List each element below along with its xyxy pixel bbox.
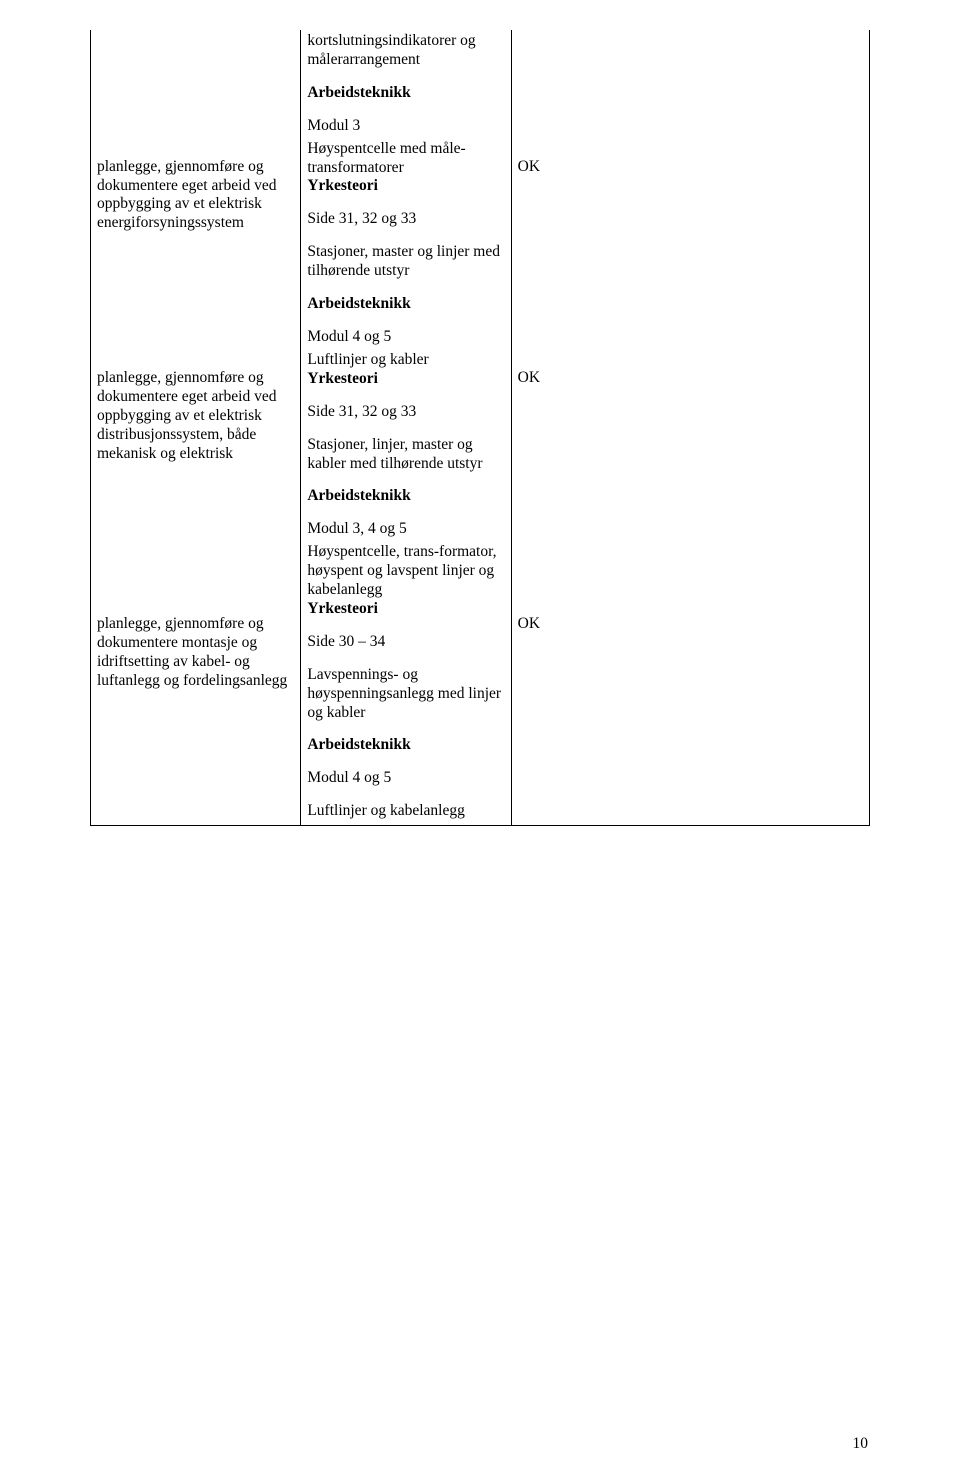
status-text: OK — [518, 615, 863, 634]
cell-col3: OK — [511, 541, 869, 825]
content-table: kortslutningsindikatorer og målerarrange… — [90, 30, 870, 826]
text-block: Side 31, 32 og 33 — [307, 403, 504, 422]
cell-col3: OK — [511, 138, 869, 349]
cell-col1 — [91, 30, 301, 138]
text-block: Høyspentcelle, trans-formator, høyspent … — [307, 543, 504, 600]
text-block-bold: Yrkesteori — [307, 177, 504, 196]
text-block: Stasjoner, linjer, master og kabler med … — [307, 436, 504, 474]
cell-col1: planlegge, gjennomføre og dokumentere eg… — [91, 138, 301, 349]
text-block: Luftlinjer og kabelanlegg — [307, 802, 504, 821]
cell-col2: Høyspentcelle med måle-transformatorer Y… — [301, 138, 511, 349]
cell-col1: planlegge, gjennomføre og dokumentere eg… — [91, 349, 301, 541]
text-block: Side 30 – 34 — [307, 633, 504, 652]
cell-col2: Luftlinjer og kabler Yrkesteori Side 31,… — [301, 349, 511, 541]
text-block: planlegge, gjennomføre og dokumentere eg… — [97, 369, 294, 464]
text-block: Stasjoner, master og linjer med tilhøren… — [307, 243, 504, 281]
table-row: kortslutningsindikatorer og målerarrange… — [91, 30, 870, 138]
table-row: planlegge, gjennomføre og dokumentere eg… — [91, 138, 870, 349]
cell-col2: Høyspentcelle, trans-formator, høyspent … — [301, 541, 511, 825]
cell-col3 — [511, 30, 869, 138]
text-block: Modul 4 og 5 — [307, 328, 504, 347]
page: kortslutningsindikatorer og målerarrange… — [0, 0, 960, 1479]
text-block-bold: Arbeidsteknikk — [307, 736, 504, 755]
status-text: OK — [518, 369, 863, 388]
text-block: planlegge, gjennomføre og dokumentere eg… — [97, 158, 294, 234]
text-block: Luftlinjer og kabler — [307, 351, 504, 370]
text-block: Modul 4 og 5 — [307, 769, 504, 788]
cell-col1: planlegge, gjennomføre og dokumentere mo… — [91, 541, 301, 825]
page-number: 10 — [853, 1435, 869, 1453]
status-text: OK — [518, 158, 863, 177]
table-row: planlegge, gjennomføre og dokumentere eg… — [91, 349, 870, 541]
text-block: planlegge, gjennomføre og dokumentere mo… — [97, 615, 294, 691]
text-block-bold: Yrkesteori — [307, 370, 504, 389]
text-block-bold: Arbeidsteknikk — [307, 84, 504, 103]
text-block: Høyspentcelle med måle-transformatorer — [307, 140, 504, 178]
text-block: Lavspennings- og høyspenningsanlegg med … — [307, 666, 504, 723]
text-block: Side 31, 32 og 33 — [307, 210, 504, 229]
table-row: planlegge, gjennomføre og dokumentere mo… — [91, 541, 870, 825]
text-block-bold: Yrkesteori — [307, 600, 504, 619]
cell-col3: OK — [511, 349, 869, 541]
text-block: Modul 3 — [307, 117, 504, 136]
text-block-bold: Arbeidsteknikk — [307, 487, 504, 506]
text-block: kortslutningsindikatorer og målerarrange… — [307, 32, 504, 70]
text-block-bold: Arbeidsteknikk — [307, 295, 504, 314]
cell-col2: kortslutningsindikatorer og målerarrange… — [301, 30, 511, 138]
text-block: Modul 3, 4 og 5 — [307, 520, 504, 539]
